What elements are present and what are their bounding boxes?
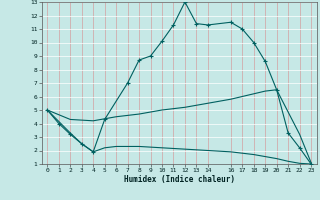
X-axis label: Humidex (Indice chaleur): Humidex (Indice chaleur) (124, 175, 235, 184)
